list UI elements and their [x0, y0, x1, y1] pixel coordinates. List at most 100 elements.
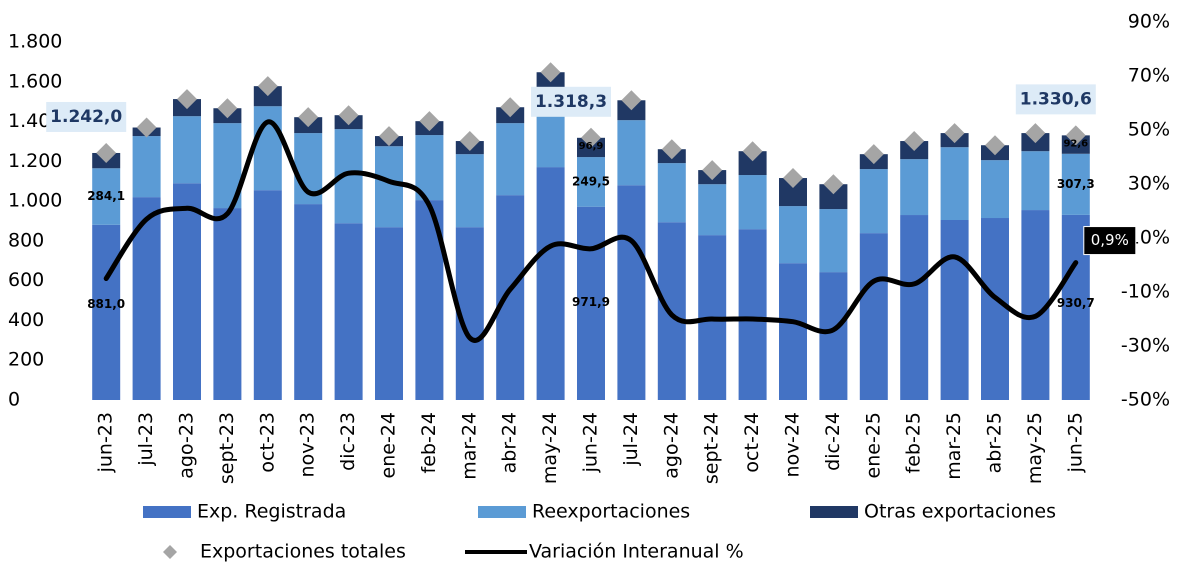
bar-segment	[940, 220, 969, 400]
total-marker	[742, 141, 763, 162]
bar-segment	[779, 206, 807, 264]
y-tick-label: 600	[8, 269, 44, 291]
total-label: 1.242,0	[50, 107, 122, 127]
total-marker	[904, 131, 925, 152]
total-marker	[459, 131, 480, 152]
x-tick-label: jul-24	[620, 412, 642, 467]
total-marker	[661, 139, 682, 160]
bar-segment	[577, 206, 605, 400]
bar-segment	[294, 204, 323, 400]
total-marker	[702, 160, 723, 181]
total-marker	[823, 174, 844, 195]
legend-label: Exp. Registrada	[197, 501, 346, 523]
total-label: 1.318,3	[535, 92, 607, 112]
total-marker	[621, 90, 642, 111]
bar-segment	[900, 159, 929, 216]
y2-tick-label: 30%	[1128, 173, 1170, 195]
data-label: 307,3	[1057, 177, 1095, 191]
total-marker	[257, 76, 278, 97]
bar-segment	[1021, 151, 1050, 211]
x-tick-label: ago-23	[176, 412, 198, 479]
line-label: 0,9%	[1091, 231, 1129, 249]
bar-segment	[859, 233, 888, 400]
bar-segment	[981, 160, 1009, 219]
x-tick-label: feb-24	[418, 412, 440, 473]
bar-segment	[859, 169, 888, 234]
data-label: 92,6	[1063, 138, 1088, 149]
x-tick-label: dic-23	[337, 412, 359, 471]
y2-tick-label: 50%	[1128, 119, 1170, 141]
y2-tick-label: -10%	[1121, 281, 1170, 303]
bar-segment	[536, 167, 565, 400]
bar-segment	[1061, 153, 1090, 215]
total-marker	[419, 111, 440, 132]
legend-swatch	[478, 506, 526, 518]
bar-segment	[698, 184, 727, 236]
x-tick-label: abr-24	[499, 412, 521, 473]
y-tick-label: 400	[8, 309, 44, 331]
y-tick-label: 1.200	[8, 150, 62, 172]
total-marker	[500, 97, 521, 118]
x-tick-label: ene-24	[378, 412, 400, 478]
x-tick-label: sept-24	[701, 412, 723, 484]
x-tick-label: dic-24	[822, 412, 844, 471]
y-tick-label: 1.800	[8, 31, 62, 53]
label-box	[1083, 226, 1137, 256]
x-tick-label: oct-24	[741, 412, 763, 473]
y-tick-label: 200	[8, 349, 44, 371]
total-marker	[1025, 123, 1046, 144]
bar-segment	[940, 147, 969, 221]
total-marker	[1065, 125, 1086, 146]
x-tick-label: nov-23	[297, 412, 319, 477]
x-tick-label: jul-23	[135, 412, 157, 467]
bar-segment	[617, 185, 646, 400]
total-marker	[96, 142, 117, 163]
bar-segment	[496, 195, 525, 400]
x-tick-label: oct-23	[256, 412, 278, 473]
data-label: 971,9	[572, 295, 610, 309]
bar-segment	[981, 218, 1009, 400]
bar-segment	[496, 123, 525, 196]
bar-segment	[657, 222, 686, 400]
bar-segment	[738, 229, 767, 400]
data-label: 284,1	[87, 189, 125, 203]
x-tick-label: feb-25	[903, 412, 925, 473]
bar-segment	[900, 215, 929, 400]
bar-segment	[375, 146, 403, 228]
bar-segment	[213, 208, 242, 400]
y-tick-label: 1.600	[8, 70, 62, 92]
bar-segment	[819, 272, 848, 400]
total-label: 1.330,6	[1020, 89, 1092, 109]
bar-segment	[657, 163, 686, 223]
x-tick-label: may-24	[539, 412, 561, 484]
bar-segment	[253, 86, 282, 107]
x-tick-label: ene-25	[862, 412, 884, 478]
label-box	[1015, 84, 1096, 115]
label-box	[531, 86, 611, 117]
y-tick-label: 1.000	[8, 190, 62, 212]
x-tick-label: mar-24	[458, 412, 480, 480]
total-marker	[177, 89, 197, 110]
data-label: 249,5	[572, 174, 610, 188]
y2-tick-label: -30%	[1121, 335, 1170, 357]
y2-tick-label: 90%	[1128, 11, 1170, 33]
y2-tick-label: 70%	[1128, 65, 1170, 87]
x-tick-label: abr-25	[984, 412, 1006, 473]
y-tick-label: 800	[8, 229, 44, 251]
data-label: 930,7	[1057, 296, 1095, 310]
bar-segment	[132, 136, 161, 198]
total-marker	[379, 126, 399, 147]
bar-segment	[738, 151, 767, 176]
bar-segment	[253, 106, 282, 191]
bar-segment	[779, 263, 807, 400]
legend-swatch	[143, 506, 191, 518]
data-label: 96,9	[579, 141, 604, 152]
legend-label: Exportaciones totales	[200, 541, 406, 563]
bar-segment	[819, 209, 848, 273]
bar-segment	[375, 227, 403, 400]
total-marker	[338, 105, 359, 126]
data-label: 881,0	[87, 297, 125, 311]
total-marker	[985, 135, 1005, 156]
x-tick-label: may-25	[1024, 412, 1046, 484]
total-marker	[863, 144, 884, 165]
